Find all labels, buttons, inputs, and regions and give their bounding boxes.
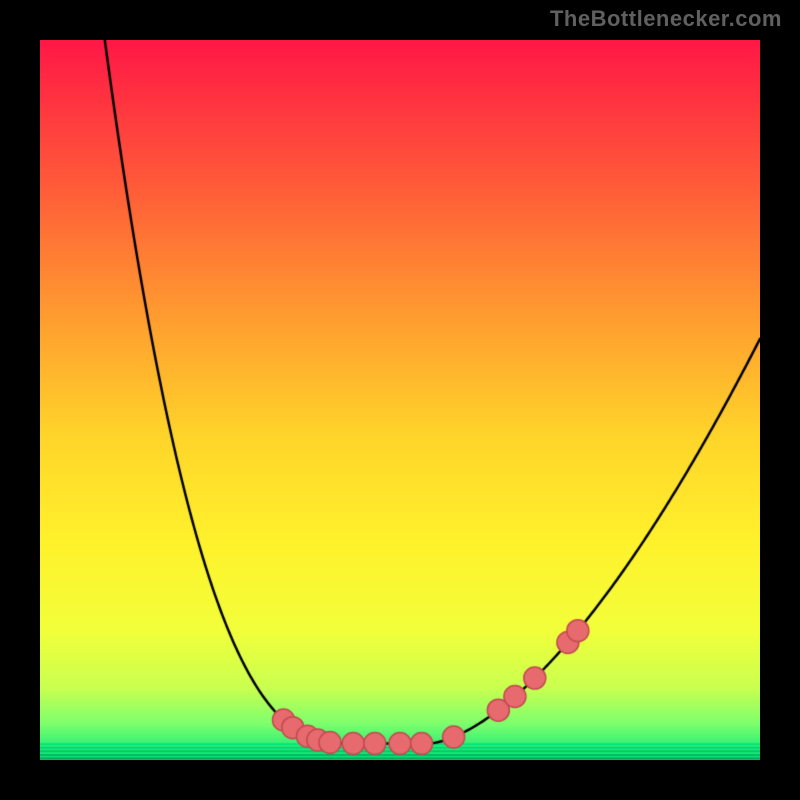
plot-canvas bbox=[40, 40, 760, 760]
plot-area bbox=[40, 40, 760, 760]
chart-root: TheBottlenecker.com bbox=[0, 0, 800, 800]
watermark-label: TheBottlenecker.com bbox=[550, 6, 782, 32]
